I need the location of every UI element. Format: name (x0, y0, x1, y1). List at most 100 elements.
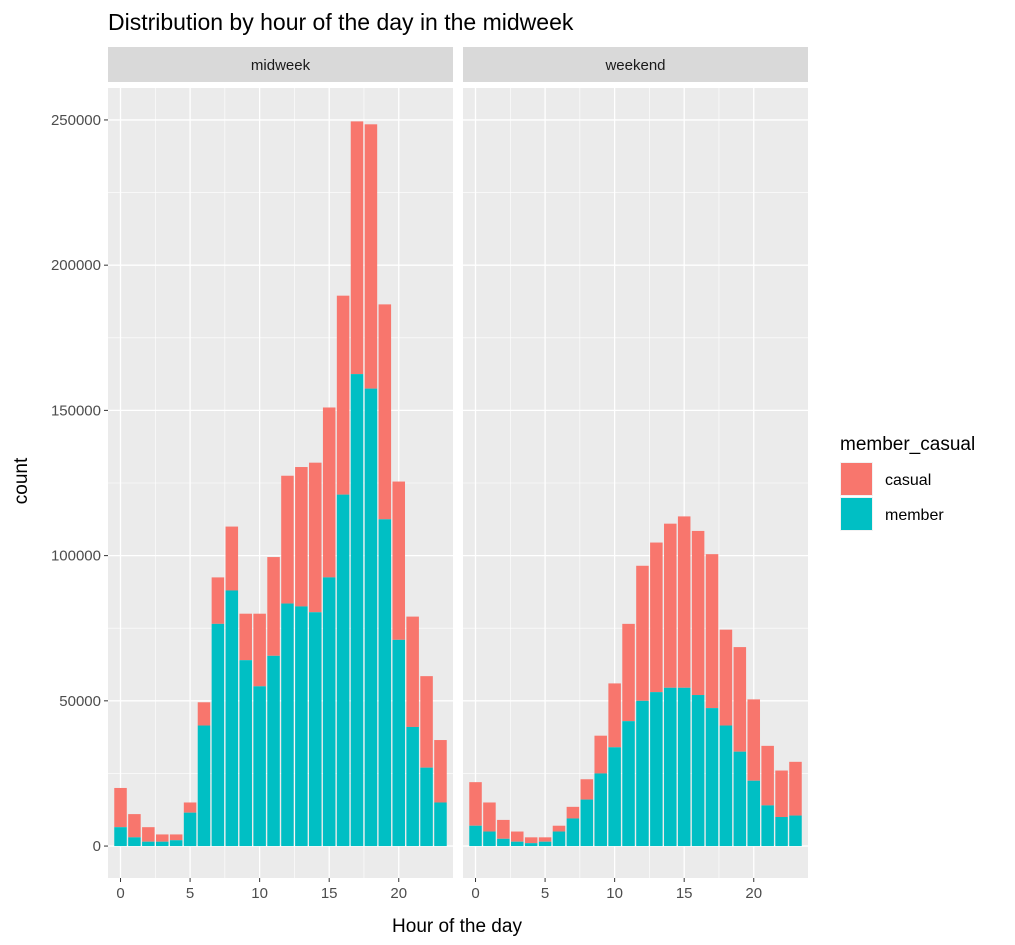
bar-member (183, 812, 197, 847)
bar-casual (789, 761, 802, 816)
y-tick-label: 200000 (51, 257, 101, 274)
bar-member (309, 612, 322, 847)
bar-member (705, 708, 719, 847)
bar-casual (281, 475, 294, 604)
bar-casual (434, 740, 447, 803)
bar-member (406, 726, 419, 847)
x-tick-label: 15 (321, 885, 338, 902)
x-tick-label: 10 (606, 885, 623, 902)
facet-panel-weekend: weekend 0 5 10 15 20 (463, 47, 808, 902)
bar-member (483, 831, 496, 847)
bar-casual (169, 834, 183, 841)
bar-casual (253, 613, 266, 687)
bar-casual (622, 623, 635, 722)
bar-casual (747, 699, 761, 781)
bar-member (552, 831, 566, 847)
bar-member (664, 687, 677, 847)
y-tick-label: 0 (93, 838, 101, 855)
bar-casual (406, 616, 419, 727)
x-tick-label: 15 (676, 885, 693, 902)
x-tick-label: 5 (186, 885, 194, 902)
bar-casual (636, 565, 649, 701)
bar-casual (761, 745, 774, 806)
facet-strip-label: midweek (251, 57, 311, 74)
bar-member (497, 838, 510, 847)
bar-member (677, 687, 691, 847)
bar-member (761, 805, 774, 847)
bar-casual (775, 770, 788, 818)
y-axis-title: count (11, 457, 32, 504)
bar-member (420, 767, 433, 847)
bar-casual (211, 577, 225, 624)
bar-casual (483, 802, 496, 832)
bar-casual (197, 702, 211, 726)
bar-casual (733, 647, 747, 752)
bar-member (566, 818, 580, 847)
bar-member (239, 660, 252, 847)
legend-swatch-casual (841, 463, 872, 495)
bar-casual (309, 462, 322, 613)
bar-member (775, 817, 788, 847)
y-tick-label: 50000 (59, 693, 101, 710)
bar-member (650, 692, 663, 847)
bar-casual (650, 542, 663, 693)
bar-casual (142, 827, 155, 842)
bar-member (225, 590, 239, 847)
bar-casual (608, 683, 621, 748)
bar-member (378, 519, 392, 847)
bar-member (538, 841, 552, 847)
x-tick-label: 20 (745, 885, 762, 902)
bar-member (789, 815, 802, 847)
bar-casual (364, 124, 378, 389)
bar-member (142, 841, 155, 847)
bar-member (608, 747, 621, 847)
bar-casual (705, 554, 719, 709)
x-tick-label: 0 (116, 885, 124, 902)
bar-casual (225, 526, 239, 591)
bar-member (622, 721, 635, 847)
bar-member (281, 603, 294, 847)
bar-member (691, 695, 705, 847)
bar-casual (392, 481, 406, 640)
bar-casual (336, 295, 350, 495)
bar-casual (420, 676, 433, 768)
bar-casual (719, 629, 733, 726)
bar-casual (322, 407, 336, 578)
bar-casual (295, 467, 308, 607)
y-tick-label: 100000 (51, 548, 101, 565)
bar-member (392, 639, 406, 847)
bar-member (733, 751, 747, 847)
bar-member (336, 494, 350, 847)
legend-swatch-member (841, 498, 872, 530)
legend-title: member_casual (840, 434, 975, 455)
bar-casual (378, 304, 392, 520)
bar-member (211, 623, 225, 847)
bar-casual (128, 814, 141, 838)
bar-casual (524, 837, 538, 844)
bar-casual (594, 735, 607, 774)
legend-label-casual: casual (885, 472, 931, 489)
bar-member (524, 843, 538, 847)
y-tick-label: 250000 (51, 112, 101, 129)
bar-casual (469, 782, 482, 826)
x-tick-label: 20 (390, 885, 407, 902)
facet-strip (463, 47, 808, 82)
bar-casual (510, 831, 524, 842)
bar-casual (497, 819, 510, 839)
bar-casual (155, 834, 169, 842)
facet-panel-midweek: midweek 0 5 10 15 20 (108, 47, 453, 902)
bar-member (434, 802, 447, 847)
x-tick-label: 5 (541, 885, 549, 902)
x-axis-title: Hour of the day (392, 916, 522, 937)
bar-member (594, 773, 607, 847)
facet-strip-label: weekend (604, 57, 665, 74)
legend: member_casual casual member (840, 434, 975, 531)
bar-casual (552, 825, 566, 832)
bar-member (295, 606, 308, 847)
bar-member (719, 725, 733, 847)
bar-member (636, 700, 649, 847)
bar-casual (183, 802, 197, 813)
bar-member (580, 799, 594, 847)
bar-member (510, 841, 524, 847)
